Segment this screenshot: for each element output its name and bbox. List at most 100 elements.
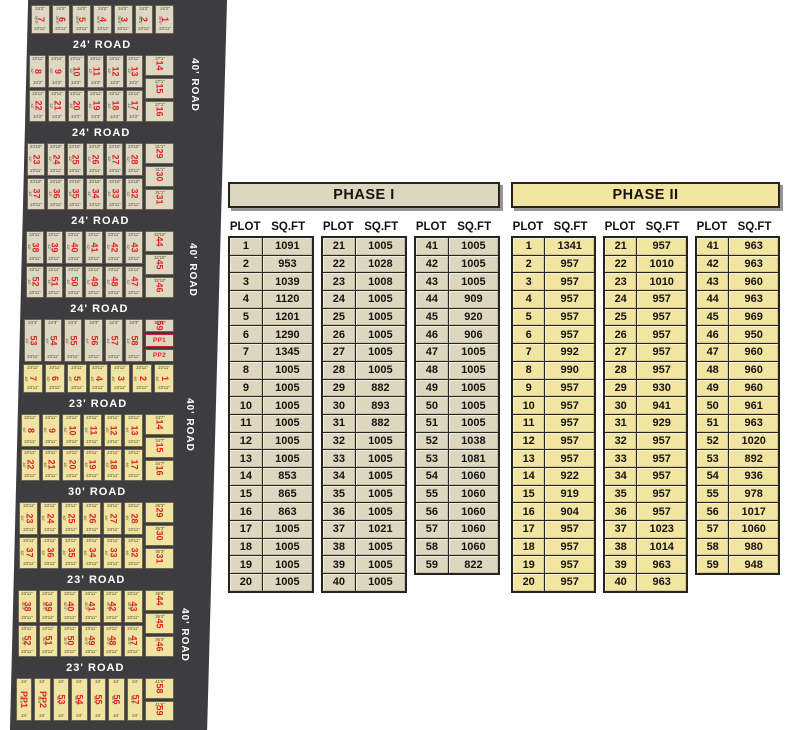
sqft-cell: 957 [545,308,594,326]
plot-dimension-top: 32'10" [153,278,166,284]
map-plot: 34'7" 14 [145,414,174,435]
table-row: 39 963 [605,555,686,574]
plot-dimension-top: 24' [95,679,101,685]
table-row: 7 992 [513,343,594,361]
plot-dimension-top: 23'11" [23,538,35,544]
plot-dimension-top: 23'11" [21,626,33,632]
plot-number: 2 [139,16,150,23]
plot-dimension-bottom: 24'2" [129,80,140,86]
sqft-cell: 929 [637,414,686,432]
table-row: 58 980 [697,537,778,556]
map-plot: 23'11" 23'11" 42' 42 [105,231,124,264]
plot-dimension-top: 23'11" [70,91,83,97]
plot-dimension-top: 31'1" [154,144,165,150]
plot-dimension-top: 23'11" [23,503,35,509]
map-plot: 23'11" 23'11" 40' 33 [103,536,123,569]
plot-number: 27 [108,513,119,524]
sqft-cell: 957 [637,344,686,361]
sqft-cell: 1005 [262,414,312,432]
plot-band-right-column: 36'4" 44 36'4" 45 36'4" 46 [144,589,175,658]
plot-dimension-bottom: 23'11" [63,615,76,621]
map-plot: 23'11" 24'2" 42' 13 [125,55,143,88]
plot-band-rows: 23'11" 23'11" 40'3" 38 23'11" 23'11" 40'3" 39 23… [17,589,145,658]
plot-cell: 59 [416,556,449,574]
phase1-table: 41 1005 42 1005 43 1005 44 909 45 920 46 906 47 1005 4… [414,236,500,576]
plot-cell: 16 [230,503,263,520]
map-plot: 24'2" 23'11" 36'5" 1 [155,5,175,34]
plot-cell: 25 [605,308,638,326]
map-plot: 24'3" 23'11" 44' 57 [104,319,123,362]
sqft-cell: 1017 [729,503,778,520]
map-plot: 23'11" 23'11" 40' 37 [19,536,39,569]
plot-dimension-bottom: 23'11" [127,615,140,621]
plot-dimension-side: 42' [106,156,111,162]
plot-number: 56 [111,694,122,705]
table-row: 30 893 [323,396,405,414]
plot-dimension-top: 23'11" [106,591,118,597]
plot-dimension-top: 23'11" [66,415,78,421]
phase2-header: PHASE II [511,182,780,208]
plot-dimension-bottom: 23'11" [63,649,76,655]
phase1-groups: PLOT SQ.FT 1 1091 2 953 3 1039 4 1120 5 1201 6 1290 7 1… [228,221,500,593]
plot-dimension-top: 23'11" [64,538,77,544]
plot-dimension-side: 40' [19,515,25,521]
plot-cell: 59 [697,556,730,574]
plot-cell: 11 [230,414,263,432]
plot-number: 25 [66,513,77,524]
plot-band-right-column: 34'7" 14 34'7" 15 34'7" 16 [144,413,175,482]
plot-cell: 28 [605,361,638,379]
table-row: 55 978 [697,484,778,503]
plot-number: 54 [48,335,59,346]
map-plot: 23'10" 23'11" 42' 26 [86,143,104,176]
plot-dimension-bottom: 23'11" [86,439,99,445]
plot-cell: 52 [697,432,730,450]
map-plot: 23'10" 23'11" 42' 27 [105,143,124,176]
phase2-groups: PLOT SQ.FT 1 1341 2 957 3 957 4 957 5 957 6 957 7 992 8 9… [511,221,780,593]
table-row: 42 1005 [416,254,498,273]
plot-cell: 56 [416,503,449,520]
plot-number: 37 [31,188,42,199]
plot-cell: 46 [416,326,449,344]
plot-dimension-top: 24' [58,679,64,685]
sqft-cell: 1028 [355,255,405,273]
sqft-cell: 1005 [355,361,405,379]
plot-cell: 47 [416,344,449,361]
sqft-cell: 1060 [448,503,498,520]
plot-cell: 51 [416,414,449,432]
plot-dimension-side: 42' [25,279,31,285]
plot-dimension-top: 23'10" [108,144,121,150]
table-row: 13 957 [513,449,594,467]
plot-dimension-bottom: 23'11" [85,649,97,655]
phase1-group: PLOT SQ.FT 41 1005 42 1005 43 1005 44 909 45 920 46 9… [414,221,500,576]
plot-dimension-top: 24' [21,679,27,685]
map-plot: 23'11" 23'11" 40' 13 [124,414,144,447]
plot-cell: 55 [697,485,730,503]
plot-row: 24'2" 23'11" 36'5" 7 24'2" 23'11" 36'5" 6 24'2" 2… [30,4,175,35]
table-row: 29 882 [323,378,405,397]
plot-cell: 28 [323,361,356,379]
table-row: 10 1005 [230,396,312,414]
sqft-cell: 963 [729,291,778,308]
plot-cell: 31 [605,414,638,432]
plot-dimension-top: 23'11" [28,267,41,273]
plot-cell: 11 [513,414,546,432]
plot-dimension-bottom: 23'11" [27,385,39,391]
plot-dimension-top: 23'11" [127,538,140,544]
plot-dimension-top: 34'7" [154,461,165,467]
plot-dimension-side: 40' [23,375,28,382]
phase2-table-section: PHASE II PLOT SQ.FT 1 1341 2 957 3 957 4 957 5 957 6… [511,182,780,593]
plot-dimension-bottom: 23'11" [23,527,35,533]
table-row: 19 957 [513,555,594,574]
sqft-cell: 1014 [637,538,686,556]
sqft-cell: 990 [545,361,594,379]
table-row: 1 1341 [513,238,594,255]
plot-dimension-bottom: 23'11" [27,354,39,360]
plot-dimension-top: 23'10" [128,144,141,150]
sqft-cell: 1005 [355,503,405,520]
map-plot: 27'1" 14 [145,55,174,76]
plot-dimension-top: 23'11" [45,415,57,421]
plot-number: 16 [154,465,165,476]
table-row: 40 963 [605,573,686,591]
plot-dimension-top: 23'11" [106,626,118,632]
map-plot: 31'1" 31 [145,189,174,210]
